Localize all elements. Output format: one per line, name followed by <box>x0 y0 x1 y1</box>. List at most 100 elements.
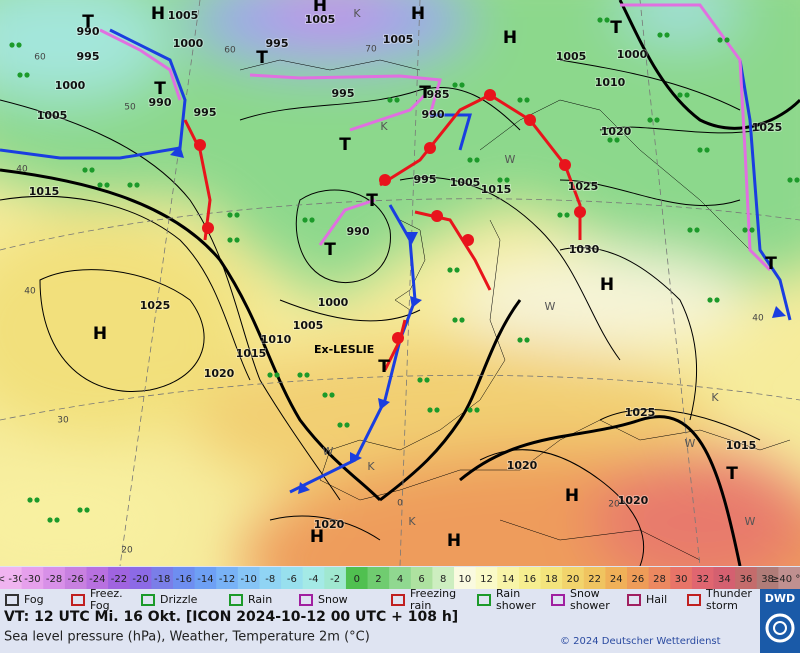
scale-label: 28 <box>653 574 666 585</box>
scale-cell <box>410 567 433 589</box>
graticule <box>0 0 800 566</box>
scale-label: -6 <box>287 574 297 585</box>
scale-cell <box>497 567 520 589</box>
isotherm-label: 40 <box>16 165 28 175</box>
scale-label: ≥40 °C <box>771 574 800 585</box>
rain-dot <box>694 227 700 233</box>
rain-dot <box>227 212 233 218</box>
scale-label: 22 <box>588 574 601 585</box>
legend-label: Freezing <box>410 587 456 600</box>
scale-cell <box>778 567 800 589</box>
scale-cell <box>151 567 174 589</box>
scale-label: < -30 <box>0 574 25 585</box>
scale-label: 34 <box>718 574 731 585</box>
isobar-label: 1005 <box>383 33 414 46</box>
isobar-label: 1000 <box>173 37 204 50</box>
rain-dot <box>16 42 22 48</box>
scale-label: 2 <box>375 574 381 585</box>
scale-cell <box>648 567 671 589</box>
isotherm-label: 40 <box>752 314 764 324</box>
isobar-label: 995 <box>194 106 217 119</box>
scale-cell <box>21 567 44 589</box>
rain-dot <box>304 372 310 378</box>
rain-dot <box>564 212 570 218</box>
dwd-logo-text: DWD <box>765 592 795 605</box>
scale-label: 4 <box>397 574 403 585</box>
scale-label: -24 <box>89 574 105 585</box>
rain-dot <box>227 237 233 243</box>
rain-dot <box>707 297 713 303</box>
rain-dot <box>607 137 613 143</box>
rain-dot <box>434 407 440 413</box>
storm-label: Ex-LESLIE <box>314 343 374 356</box>
legend-symbol <box>229 594 243 606</box>
occlusions <box>99 3 772 272</box>
scale-cell <box>735 567 758 589</box>
legend-label: Freez. <box>90 587 123 600</box>
rain-dot <box>654 117 660 123</box>
weather-letter: K <box>711 391 719 404</box>
rain-dot <box>34 497 40 503</box>
scale-label: 18 <box>545 574 558 585</box>
rain-dot <box>597 17 603 23</box>
rain-dot <box>89 167 95 173</box>
pressure-center: T <box>339 135 351 155</box>
isobar-label: 1020 <box>618 494 649 507</box>
legend-label: shower <box>570 599 610 612</box>
rain-dot <box>274 372 280 378</box>
rain-dot <box>742 227 748 233</box>
pressure-center: T <box>726 464 738 484</box>
pressure-center: T <box>419 83 431 103</box>
scale-cell <box>432 567 455 589</box>
legend-label: Fog <box>24 593 44 606</box>
scale-cell <box>43 567 66 589</box>
scale-label: -28 <box>46 574 62 585</box>
rain-dot <box>717 37 723 43</box>
rain-dot <box>647 117 653 123</box>
legend-label: Snow <box>318 593 348 606</box>
description: Sea level pressure (hPa), Weather, Tempe… <box>4 630 370 645</box>
rain-dot <box>97 182 103 188</box>
scale-label: -12 <box>219 574 235 585</box>
isobar-label: 1025 <box>752 121 783 134</box>
rain-dot <box>704 147 710 153</box>
rain-dot <box>302 217 308 223</box>
isobars-thick <box>0 0 800 566</box>
isobar-label: 995 <box>77 50 100 63</box>
isobar-label: 1025 <box>568 180 599 193</box>
pressure-center: H <box>600 275 614 295</box>
isobar-label: 1000 <box>617 48 648 61</box>
legend-label: Rain <box>496 587 520 600</box>
scale-label: -26 <box>68 574 84 585</box>
scale-cell <box>389 567 412 589</box>
rain-dot <box>234 212 240 218</box>
isobar-label: 1015 <box>481 183 512 196</box>
pressure-center: H <box>503 28 517 48</box>
scale-cell <box>454 567 477 589</box>
legend-symbol <box>477 594 491 606</box>
isobar-label: 1010 <box>261 333 292 346</box>
scale-cell <box>86 567 109 589</box>
weather-letter: K <box>380 120 388 133</box>
copyright: © 2024 Deutscher Wetterdienst <box>560 636 721 647</box>
pressure-center: T <box>765 254 777 274</box>
rain-dot <box>604 17 610 23</box>
scale-label: 12 <box>480 574 493 585</box>
rain-dot <box>459 82 465 88</box>
rain-dot <box>337 422 343 428</box>
pressure-center: T <box>256 48 268 68</box>
isobar-label: 1020 <box>314 518 345 531</box>
isobar-label: 1020 <box>601 125 632 138</box>
weather-letter: K <box>408 515 416 528</box>
scale-cell <box>345 567 369 589</box>
isobar-label: 985 <box>427 88 450 101</box>
isobar-label: 995 <box>332 87 355 100</box>
weather-letter: W <box>323 445 334 458</box>
isobar-label: 1005 <box>450 176 481 189</box>
pressure-center: T <box>82 12 94 32</box>
rain-dot <box>47 517 53 523</box>
rain-dot <box>452 317 458 323</box>
rain-dot <box>677 92 683 98</box>
